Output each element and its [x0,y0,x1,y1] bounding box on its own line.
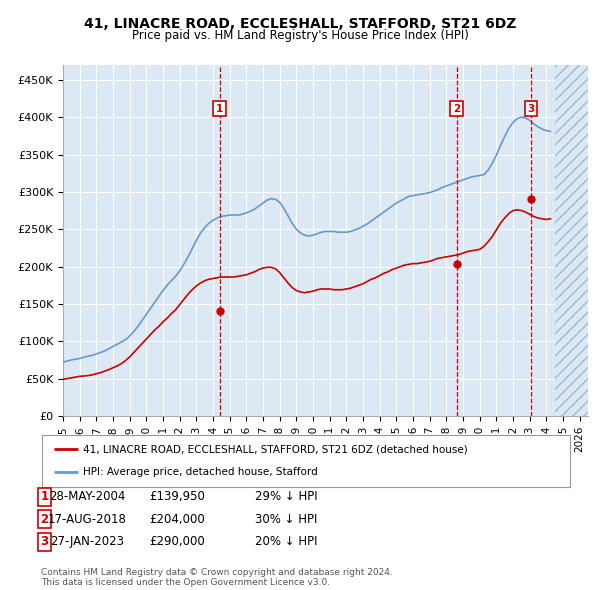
41, LINACRE ROAD, ECCLESHALL, STAFFORD, ST21 6DZ (detached house) [547,215,554,222]
HPI: Average price, detached house, Stafford: (2.02e+03, 2.88e+05): Average price, detached house, Stafford:… [397,197,404,204]
41, LINACRE ROAD, ECCLESHALL, STAFFORD, ST21 6DZ (detached house) [59,376,67,383]
Text: 29% ↓ HPI: 29% ↓ HPI [255,490,317,503]
Text: 2: 2 [453,104,460,114]
HPI: Average price, detached house, Stafford: (2e+03, 2.69e+05): Average price, detached house, Stafford:… [226,211,233,218]
41, LINACRE ROAD, ECCLESHALL, STAFFORD, ST21 6DZ (detached house) [226,274,233,281]
41, LINACRE ROAD, ECCLESHALL, STAFFORD, ST21 6DZ (detached house) [113,362,121,369]
Bar [554,65,588,416]
HPI: Average price, detached house, Stafford: (2.02e+03, 3.03e+05): Average price, detached house, Stafford:… [434,186,442,193]
Text: Price paid vs. HM Land Registry's House Price Index (HPI): Price paid vs. HM Land Registry's House … [131,30,469,42]
Text: HPI: Average price, detached house, Stafford: HPI: Average price, detached house, Staf… [83,467,318,477]
Text: 1: 1 [216,104,223,114]
HPI: Average price, detached house, Stafford: (2.02e+03, 3.81e+05): Average price, detached house, Stafford:… [547,128,554,135]
Text: £139,950: £139,950 [149,490,205,503]
HPI: Average price, detached house, Stafford: (2.02e+03, 3.08e+05): Average price, detached house, Stafford:… [443,182,450,189]
Line: 41, LINACRE ROAD, ECCLESHALL, STAFFORD, ST21 6DZ (detached house): 41, LINACRE ROAD, ECCLESHALL, STAFFORD, … [63,210,550,379]
Text: 30% ↓ HPI: 30% ↓ HPI [255,513,317,526]
HPI: Average price, detached house, Stafford: (2.02e+03, 4e+05): Average price, detached house, Stafford:… [518,114,525,121]
Text: 28-MAY-2004: 28-MAY-2004 [49,490,125,503]
41, LINACRE ROAD, ECCLESHALL, STAFFORD, ST21 6DZ (detached house) [443,253,450,260]
41, LINACRE ROAD, ECCLESHALL, STAFFORD, ST21 6DZ (detached house) [397,263,404,270]
Text: 2: 2 [40,513,49,526]
41, LINACRE ROAD, ECCLESHALL, STAFFORD, ST21 6DZ (detached house) [434,255,442,262]
Text: 20% ↓ HPI: 20% ↓ HPI [255,535,317,548]
Text: £204,000: £204,000 [149,513,205,526]
Line: HPI: Average price, detached house, Stafford: HPI: Average price, detached house, Staf… [63,117,550,362]
Text: 41, LINACRE ROAD, ECCLESHALL, STAFFORD, ST21 6DZ (detached house): 41, LINACRE ROAD, ECCLESHALL, STAFFORD, … [83,444,468,454]
Text: 41, LINACRE ROAD, ECCLESHALL, STAFFORD, ST21 6DZ: 41, LINACRE ROAD, ECCLESHALL, STAFFORD, … [84,17,516,31]
Text: £290,000: £290,000 [149,535,205,548]
Text: 3: 3 [527,104,535,114]
Text: 3: 3 [40,535,49,548]
Text: 27-JAN-2023: 27-JAN-2023 [50,535,124,548]
HPI: Average price, detached house, Stafford: (2e+03, 1.68e+05): Average price, detached house, Stafford:… [160,287,167,294]
Text: 17-AUG-2018: 17-AUG-2018 [47,513,127,526]
41, LINACRE ROAD, ECCLESHALL, STAFFORD, ST21 6DZ (detached house) [160,318,167,325]
HPI: Average price, detached house, Stafford: (2e+03, 9.6e+04): Average price, detached house, Stafford:… [113,340,121,348]
Text: 1: 1 [40,490,49,503]
HPI: Average price, detached house, Stafford: (2e+03, 7.2e+04): Average price, detached house, Stafford:… [59,359,67,366]
41, LINACRE ROAD, ECCLESHALL, STAFFORD, ST21 6DZ (detached house) [514,206,521,214]
Text: Contains HM Land Registry data © Crown copyright and database right 2024.
This d: Contains HM Land Registry data © Crown c… [41,568,392,587]
